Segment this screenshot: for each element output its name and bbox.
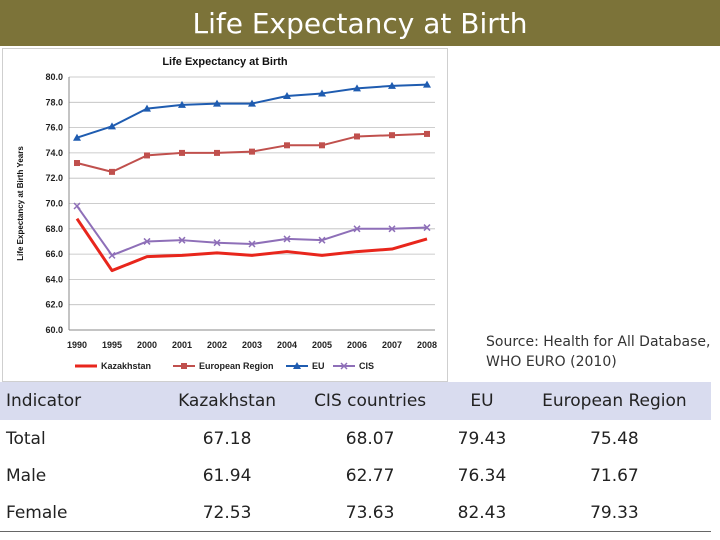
data-point (74, 160, 80, 167)
x-tick-label: 1990 (67, 340, 87, 350)
data-point (388, 81, 396, 89)
legend-label: EU (312, 361, 325, 371)
x-tick-label: 2001 (172, 340, 192, 350)
legend-marker (340, 362, 348, 370)
x-tick-label: 1995 (102, 340, 122, 350)
x-tick-label: 2008 (417, 340, 437, 350)
y-tick-label: 60.0 (45, 325, 63, 335)
data-point (318, 236, 326, 244)
y-tick-label: 62.0 (45, 300, 63, 310)
table-cell: 61.94 (202, 465, 252, 486)
series-line-eu (76, 83, 428, 139)
data-point (423, 224, 431, 232)
y-tick-label: 68.0 (45, 224, 63, 234)
table-cell: 75.48 (590, 428, 639, 449)
data-point (213, 99, 221, 107)
row-label: Total (6, 428, 46, 449)
source-note: Source: Health for All Database, WHO EUR… (486, 332, 716, 372)
header-kazakhstan: Kazakhstan (160, 382, 295, 420)
data-point (423, 80, 431, 88)
table-cell: 82.43 (446, 494, 518, 532)
data-point (108, 251, 116, 259)
legend-label: Kazakhstan (101, 361, 151, 371)
series-line-cis (76, 205, 428, 257)
data-point (178, 100, 186, 108)
x-tick-label: 2007 (382, 340, 402, 350)
x-tick-label: 2000 (137, 340, 157, 350)
x-tick-label: 2005 (312, 340, 332, 350)
legend-marker (293, 362, 301, 369)
series-line-kazakhstan (75, 217, 428, 273)
data-point (318, 89, 326, 97)
data-point (73, 202, 81, 210)
header-cis: CIS countries (294, 382, 447, 420)
data-point (283, 235, 291, 243)
y-tick-label: 64.0 (45, 274, 63, 284)
data-point (424, 130, 430, 137)
chart-title: Life Expectancy at Birth (162, 56, 288, 68)
y-tick-label: 76.0 (45, 123, 63, 133)
data-point (109, 168, 115, 175)
data-point (214, 149, 220, 156)
x-tick-label: 2006 (347, 340, 367, 350)
data-point (354, 133, 360, 140)
data-point (73, 133, 81, 141)
life-expectancy-table: Indicator Kazakhstan CIS countries EU Eu… (0, 382, 711, 532)
data-point (389, 132, 395, 139)
data-point (179, 149, 185, 156)
source-line-1: Source: Health for All Database, (486, 334, 711, 350)
data-point (353, 84, 361, 92)
data-point (143, 237, 151, 245)
data-point (144, 152, 150, 159)
header-european-region: European Region (517, 382, 711, 420)
data-point (213, 239, 221, 247)
table-cell: 62.77 (345, 465, 395, 486)
source-line-2: WHO EURO (2010) (486, 354, 617, 370)
data-point (108, 122, 116, 130)
y-tick-label: 70.0 (45, 199, 63, 209)
table-cell: 76.34 (457, 465, 507, 486)
table-row: Male 61.94 62.77 76.34 71.67 (0, 457, 711, 494)
table-cell: 67.18 (202, 428, 252, 449)
y-tick-label: 74.0 (45, 148, 63, 158)
legend-marker (181, 363, 187, 369)
slide-title-bar: Life Expectancy at Birth (0, 0, 720, 46)
data-point (249, 148, 255, 155)
y-axis-label: Life Expectancy at Birth Years (16, 146, 25, 261)
data-point (248, 240, 256, 248)
table-cell: 73.63 (294, 494, 447, 532)
y-tick-label: 78.0 (45, 97, 63, 107)
legend-label: CIS (359, 361, 374, 371)
data-point (283, 91, 291, 99)
x-tick-label: 2003 (242, 340, 262, 350)
chart-panel: Life Expectancy at Birth Life Expectancy … (2, 48, 448, 382)
data-point (353, 225, 361, 233)
table-row: Total 67.18 68.07 79.43 75.48 (0, 420, 711, 457)
table-cell: 71.67 (590, 465, 639, 486)
data-point (178, 236, 186, 244)
x-tick-label: 2002 (207, 340, 227, 350)
data-point (143, 104, 151, 112)
data-point (388, 225, 396, 233)
legend-label: European Region (199, 361, 274, 371)
data-point (284, 142, 290, 149)
line-chart: Life Expectancy at Birth Life Expectancy … (16, 56, 437, 371)
x-tick-label: 2004 (277, 340, 297, 350)
header-eu: EU (446, 382, 518, 420)
table-cell: 79.43 (457, 428, 507, 449)
table-row: Female 72.53 73.63 82.43 79.33 (0, 494, 711, 532)
table-header-row: Indicator Kazakhstan CIS countries EU Eu… (0, 382, 711, 420)
y-tick-label: 80.0 (45, 72, 63, 82)
y-tick-label: 72.0 (45, 173, 63, 183)
row-label: Female (0, 494, 160, 532)
header-indicator: Indicator (0, 382, 160, 420)
y-tick-label: 66.0 (45, 249, 63, 259)
row-label: Male (6, 465, 47, 486)
data-point (319, 142, 325, 149)
table-cell: 79.33 (517, 494, 711, 532)
table-cell: 72.53 (160, 494, 295, 532)
slide-title: Life Expectancy at Birth (192, 6, 528, 40)
data-point (248, 99, 256, 107)
table-cell: 68.07 (345, 428, 395, 449)
